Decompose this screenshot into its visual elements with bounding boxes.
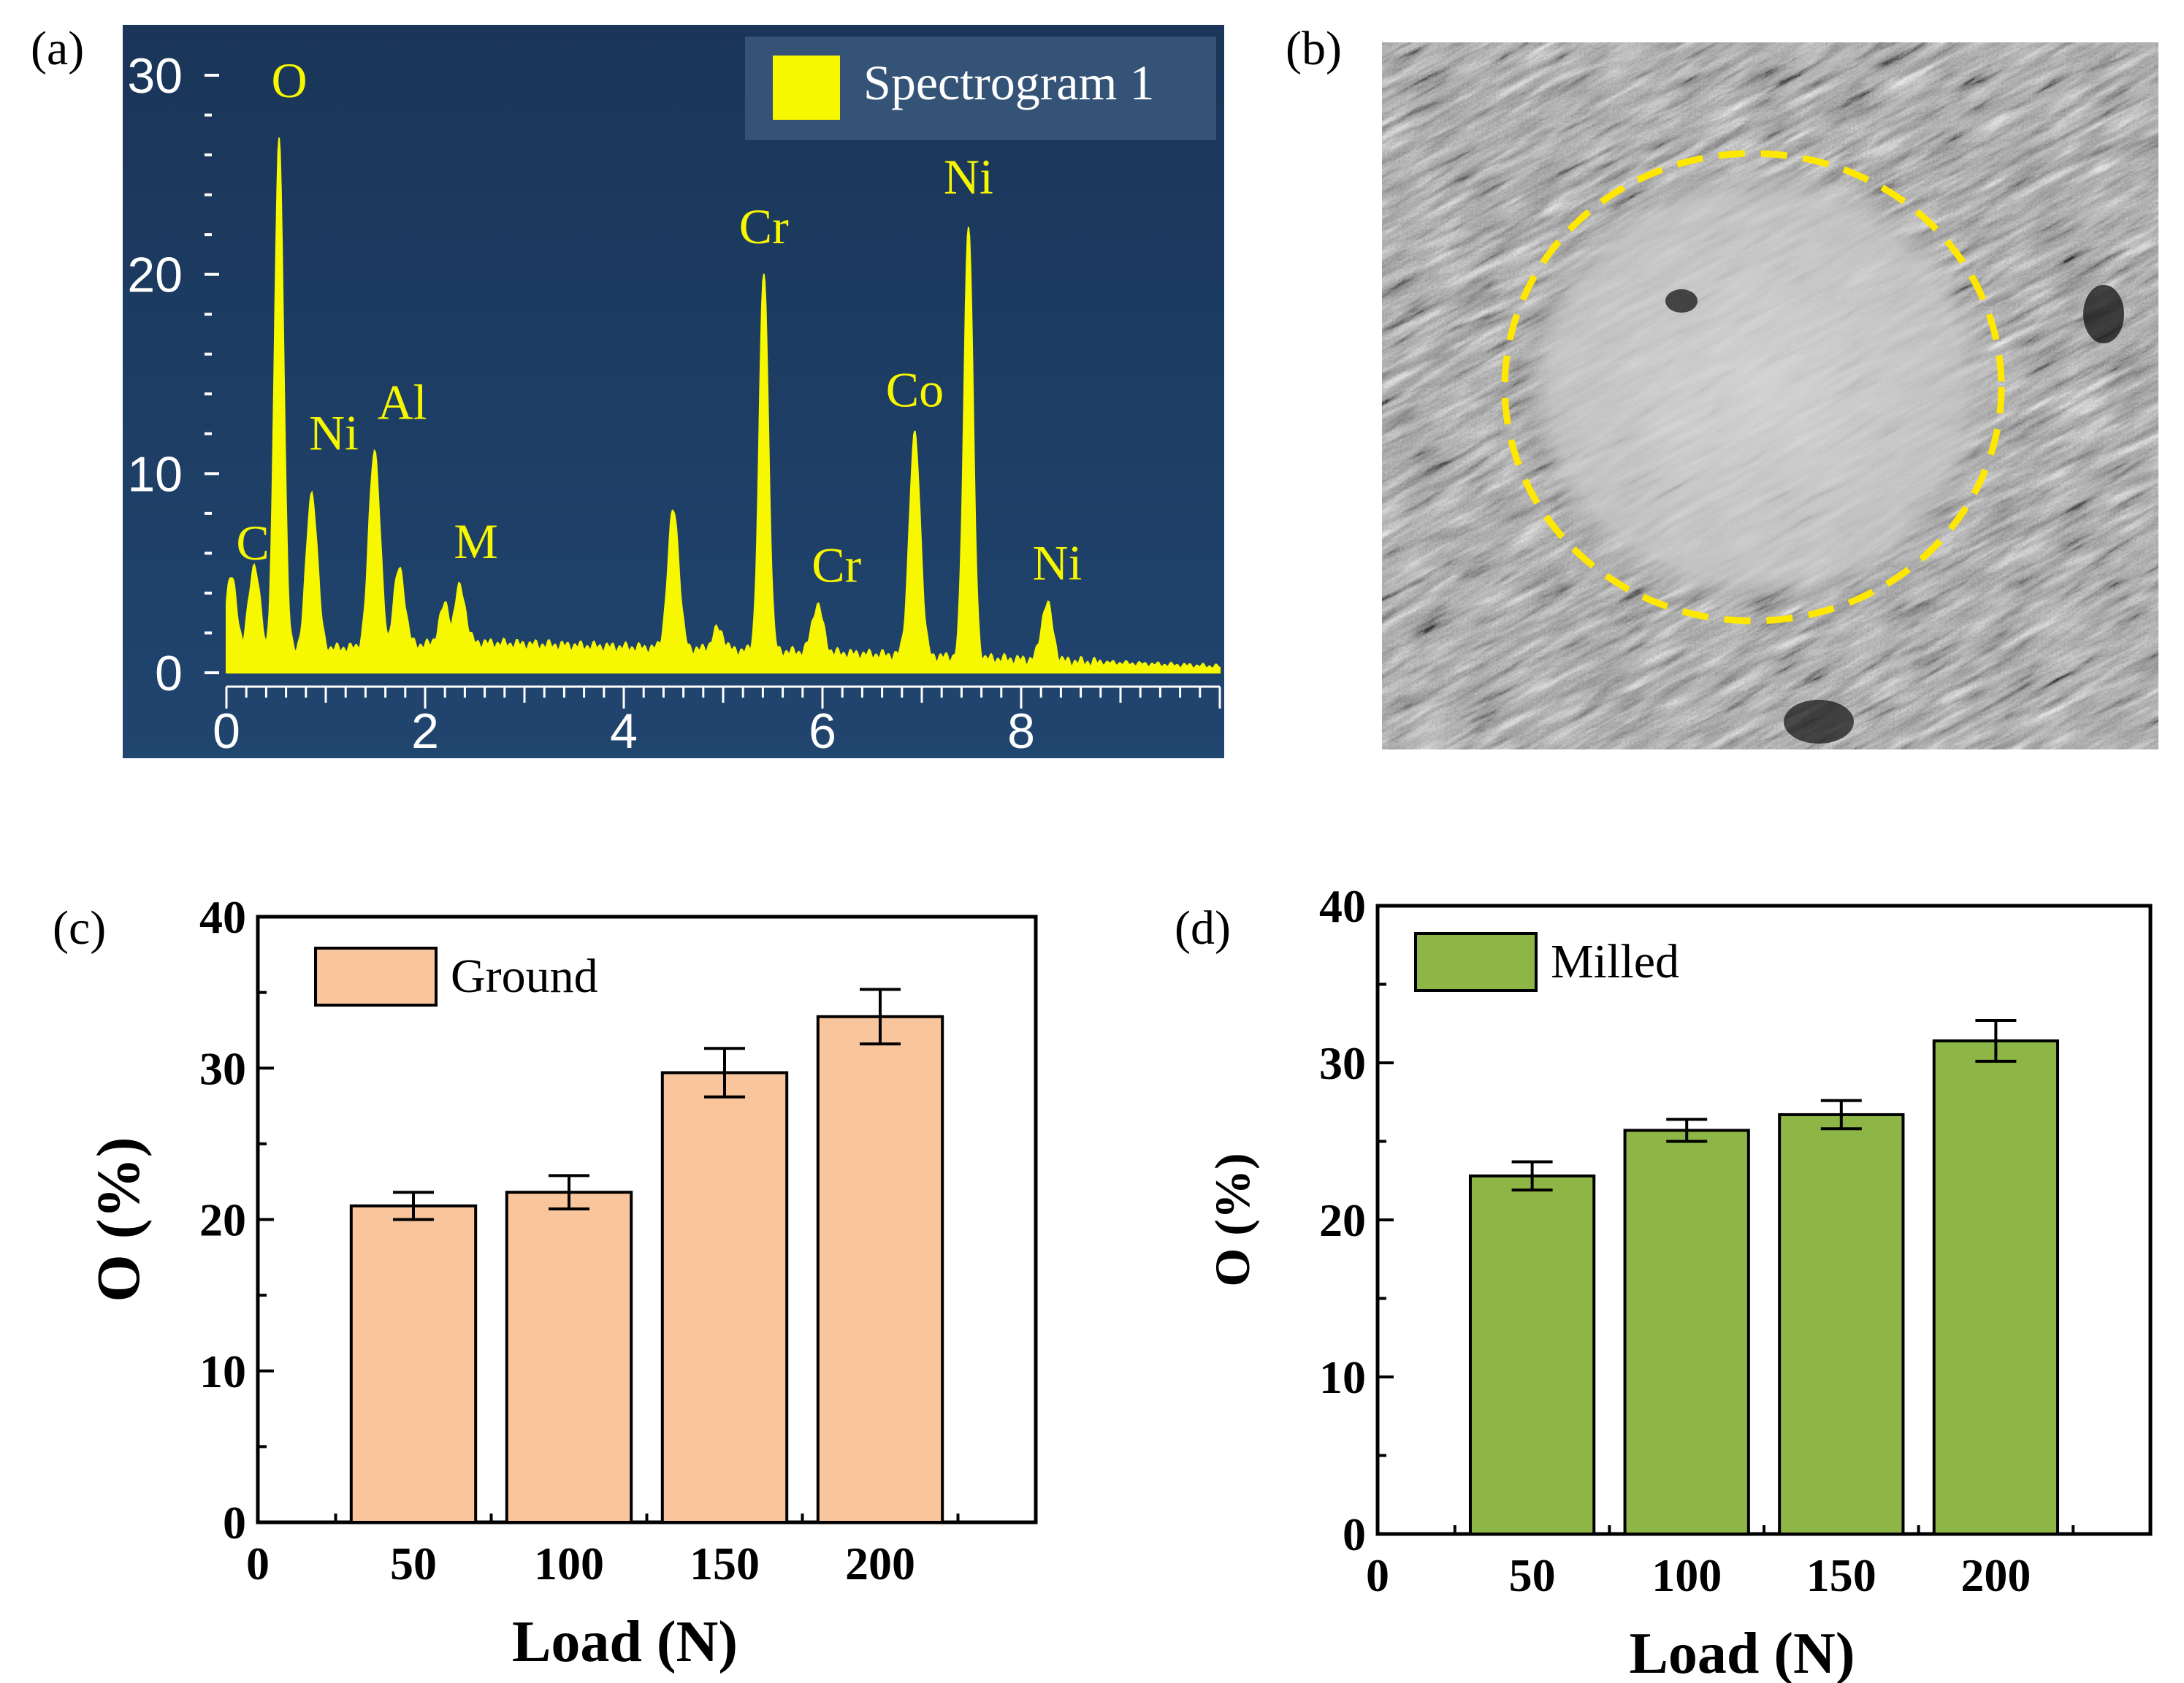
spectrum-y-axis: 0 10 20 30 — [127, 48, 219, 701]
y-tick-label: 0 — [1343, 1508, 1366, 1560]
bar — [1468, 1174, 1596, 1536]
legend-label: Ground — [451, 950, 598, 1003]
sem-dark-spot — [1784, 700, 1854, 744]
y-axis-title: O (%) — [85, 1137, 153, 1302]
x-tick-label: 150 — [1806, 1549, 1876, 1601]
spectrum-area — [226, 137, 1221, 673]
peak-label: Ni — [944, 149, 993, 205]
y-tick-label: 10 — [127, 446, 183, 502]
x-tick-label: 4 — [610, 703, 638, 759]
y-tick-label: 0 — [155, 646, 183, 701]
x-tick-label: 200 — [845, 1538, 915, 1590]
legend-label: Milled — [1551, 935, 1679, 988]
panel-label-b: (b) — [1286, 22, 1342, 75]
bar — [1623, 1129, 1750, 1535]
y-tick-label: 40 — [199, 891, 246, 943]
x-tick-label: 50 — [1509, 1549, 1556, 1601]
x-tick-label: 100 — [534, 1538, 604, 1590]
x-tick-label: 200 — [1960, 1549, 2031, 1601]
bar — [660, 1071, 789, 1524]
bar — [1778, 1113, 1905, 1535]
bar — [1932, 1039, 2060, 1535]
sem-dark-spot — [2083, 285, 2124, 343]
y-tick-label: 20 — [199, 1194, 246, 1246]
y-tick-label: 0 — [223, 1497, 246, 1549]
x-axis-title: Load (N) — [1630, 1622, 1855, 1683]
sem-micrograph — [1382, 42, 2158, 749]
panel-label-c: (c) — [53, 901, 106, 955]
sem-worn-region — [1516, 161, 1998, 614]
peak-label: Cr — [739, 199, 789, 254]
measurement-circle — [1501, 150, 2005, 625]
x-tick-label: 0 — [246, 1538, 270, 1590]
peak-labels: C O Ni Al M Cr Cr Co Ni Ni — [236, 53, 1082, 592]
spectrum-x-axis: 0 2 4 6 8 — [213, 685, 1221, 759]
peak-label: Ni — [1032, 535, 1082, 591]
y-tick-label: 30 — [127, 48, 183, 104]
y-tick-label: 30 — [1319, 1037, 1366, 1089]
legend-swatch-spectrogram — [773, 56, 840, 120]
x-tick-label: 0 — [213, 703, 240, 759]
eds-spectrum-panel: 0 10 20 30 0 2 4 6 8 C O Ni Al M Cr Cr Co Ni Ni Spectrog… — [123, 25, 1224, 759]
y-tick-label: 10 — [199, 1346, 246, 1397]
milled-bar-chart: 0 10 20 30 40 0 50 100 150 200 Milled Load (N) O (%) — [1204, 880, 2153, 1683]
peak-label: Cr — [812, 537, 861, 592]
bar — [349, 1204, 478, 1524]
sem-dark-spot — [1665, 289, 1698, 313]
y-tick-label: 30 — [199, 1042, 246, 1094]
spectrum-legend: Spectrogram 1 — [745, 37, 1216, 140]
x-tick-label: 6 — [809, 703, 836, 759]
x-tick-label: 100 — [1652, 1549, 1722, 1601]
y-axis-title: O (%) — [1204, 1153, 1260, 1286]
y-tick-label: 40 — [1319, 880, 1366, 932]
bar — [816, 1015, 944, 1524]
peak-label: Co — [886, 362, 944, 418]
peak-label: M — [454, 514, 497, 569]
peak-label: Ni — [309, 405, 359, 461]
x-tick-label: 8 — [1007, 703, 1035, 759]
panel-label-a: (a) — [31, 22, 84, 75]
x-axis-title: Load (N) — [512, 1610, 738, 1674]
legend-swatch — [314, 947, 438, 1007]
legend-swatch — [1414, 932, 1538, 992]
x-tick-label: 50 — [390, 1538, 437, 1590]
x-tick-label: 0 — [1366, 1549, 1389, 1601]
y-tick-label: 20 — [127, 248, 183, 303]
y-tick-label: 10 — [1319, 1351, 1366, 1403]
peak-label: C — [236, 515, 269, 570]
y-tick-label: 20 — [1319, 1194, 1366, 1246]
bar — [505, 1191, 633, 1524]
peak-label: O — [272, 53, 308, 108]
ground-bar-chart: 0 10 20 30 40 0 50 100 150 200 Ground Load (N) O (%) — [85, 891, 1038, 1674]
peak-label: Al — [378, 375, 427, 430]
panel-label-d: (d) — [1175, 901, 1231, 955]
legend-label-spectrogram: Spectrogram 1 — [863, 55, 1154, 110]
x-tick-label: 2 — [411, 703, 439, 759]
x-tick-label: 150 — [690, 1538, 760, 1590]
